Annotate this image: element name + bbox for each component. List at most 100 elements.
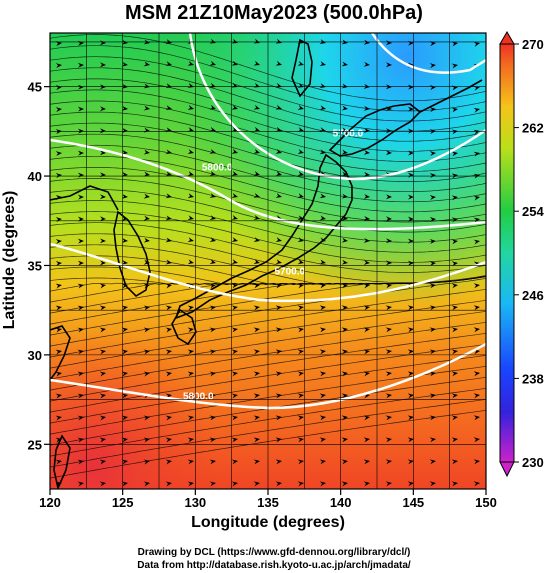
wind-arrow	[429, 437, 436, 443]
wind-arrow	[385, 415, 392, 421]
wind-arrow	[77, 305, 84, 311]
wind-arrow	[187, 393, 194, 399]
colorbar-tick-label: 246	[522, 288, 544, 303]
wind-arrow	[429, 173, 436, 179]
colorbar-scale	[499, 43, 515, 463]
wind-arrow	[165, 371, 172, 377]
wind-arrow	[253, 349, 260, 355]
wind-arrow	[473, 371, 480, 377]
y-axis-label: Latitude (degrees)	[1, 191, 18, 330]
coastline-sakhalin	[291, 38, 313, 98]
colorbar: 230 238 246 254 262 270	[499, 31, 544, 478]
wind-arrow	[407, 415, 414, 421]
streamline	[50, 34, 486, 102]
wind-arrow	[341, 171, 348, 177]
wind-arrow	[451, 349, 458, 355]
wind-arrow	[407, 327, 414, 333]
wind-arrow	[121, 437, 128, 443]
wind-arrow	[451, 371, 458, 377]
wind-arrow	[231, 459, 238, 465]
wind-arrow	[165, 215, 172, 221]
colorbar-upper-arrow	[499, 31, 515, 45]
wind-arrow	[385, 437, 392, 443]
wind-arrow	[121, 305, 128, 311]
wind-arrow	[187, 215, 194, 221]
wind-arrow	[187, 237, 194, 243]
wind-arrow	[253, 415, 260, 421]
contour-5700-north	[188, 33, 486, 181]
streamline	[50, 200, 486, 253]
wind-arrow	[253, 215, 260, 220]
wind-arrow	[99, 305, 106, 311]
wind-arrow	[363, 39, 370, 45]
wind-arrow	[319, 283, 326, 289]
wind-arrow	[165, 193, 172, 199]
wind-arrow	[385, 260, 392, 266]
wind-arrow	[297, 60, 304, 66]
wind-arrow	[429, 195, 436, 200]
wind-arrow	[341, 193, 348, 199]
wind-arrow	[407, 238, 414, 244]
wind-arrow	[165, 39, 172, 44]
wind-arrow	[451, 327, 458, 333]
wind-arrow	[319, 193, 326, 199]
wind-arrow	[121, 149, 128, 155]
wind-arrow	[231, 170, 238, 176]
wind-arrow	[55, 238, 62, 244]
wind-arrow	[55, 415, 62, 421]
wind-arrow	[275, 237, 282, 243]
wind-arrow	[187, 327, 194, 333]
wind-arrow	[253, 170, 260, 176]
wind-arrow	[407, 393, 414, 399]
wind-arrow	[363, 61, 370, 67]
colorbar-tick-label: 262	[522, 121, 544, 136]
wind-arrow	[473, 437, 480, 443]
wind-arrow	[407, 84, 414, 90]
wind-arrow	[275, 371, 282, 377]
colorbar-tick-label: 230	[522, 455, 544, 470]
lon-tick-label: 125	[112, 495, 134, 510]
wind-arrow	[451, 481, 458, 487]
wind-arrow	[165, 105, 172, 111]
wind-arrow	[253, 82, 260, 88]
wind-arrow	[209, 393, 216, 399]
wind-arrow	[55, 107, 62, 113]
wind-arrow	[297, 459, 304, 465]
wind-arrow	[253, 148, 260, 154]
wind-arrow	[363, 305, 370, 311]
wind-arrow	[187, 60, 194, 66]
colorbar-lower-arrow	[499, 461, 515, 478]
streamline	[50, 133, 486, 193]
wind-arrow	[77, 216, 84, 222]
wind-arrow	[231, 259, 238, 265]
wind-arrow	[143, 171, 150, 177]
wind-arrow	[429, 393, 436, 399]
wind-arrow	[77, 84, 84, 90]
wind-arrow	[143, 83, 150, 89]
wind-arrow	[385, 128, 392, 134]
wind-arrow	[253, 481, 260, 487]
wind-arrow	[297, 38, 304, 44]
wind-arrow	[429, 238, 436, 244]
wind-arrow	[297, 415, 304, 421]
wind-arrow	[77, 62, 84, 68]
wind-arrow	[319, 305, 326, 311]
wind-arrow	[121, 39, 128, 45]
wind-arrow	[143, 459, 150, 465]
wind-arrow	[385, 150, 392, 156]
wind-arrow	[341, 259, 348, 265]
wind-arrow	[363, 215, 370, 221]
chart-title: MSM 21Z10May2023 (500.0hPa)	[125, 2, 423, 24]
colorbar-tick-label: 270	[522, 37, 544, 52]
wind-arrow	[165, 459, 172, 465]
wind-arrow	[275, 327, 282, 333]
wind-arrow	[209, 215, 216, 220]
wind-arrow	[473, 415, 480, 421]
wind-arrow	[143, 237, 150, 243]
wind-arrow	[231, 327, 238, 333]
wind-arrow	[275, 38, 282, 44]
wind-arrow	[297, 393, 304, 399]
wind-arrow	[429, 415, 436, 421]
wind-arrow	[275, 60, 282, 66]
wind-arrow	[473, 217, 480, 223]
